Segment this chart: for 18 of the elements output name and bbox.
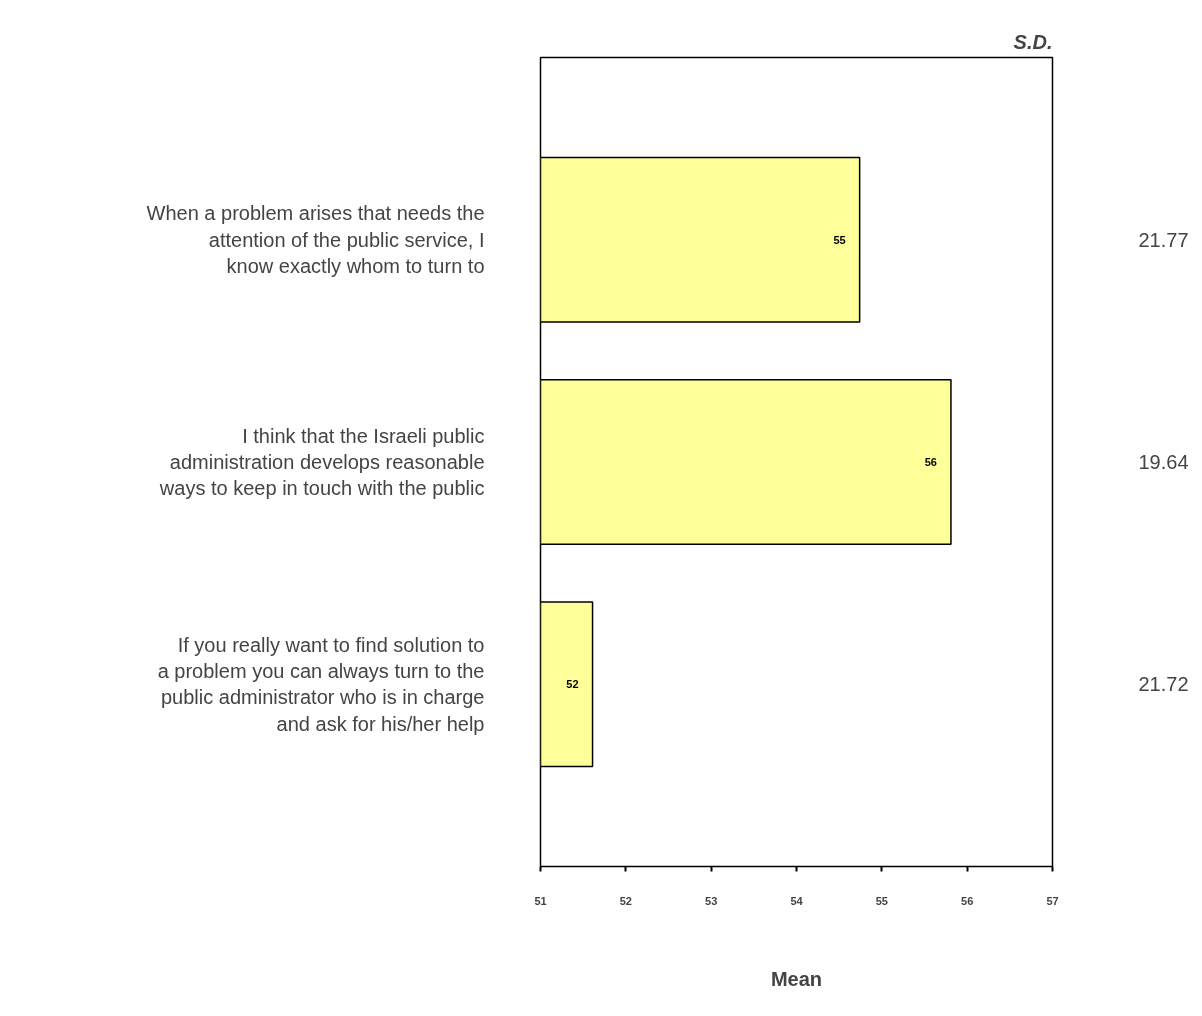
y-tick-label: If you really want to find solution to a problem you can always turn to the public administrator who is in charge and ask for his/her help xyxy=(157,633,485,735)
data-label: 55 xyxy=(833,233,846,246)
x-tick-label: 56 xyxy=(961,894,974,907)
x-tick-label: 51 xyxy=(534,894,547,907)
x-tick-label: 53 xyxy=(705,894,718,907)
data-label: 52 xyxy=(566,678,579,691)
text: S.D. xyxy=(1013,30,1053,53)
x-tick-label: 57 xyxy=(1046,894,1059,907)
text: 21.77 xyxy=(1138,228,1189,251)
y-tick-label: I think that the Israeli public administration develops reasonable ways to keep in touch with the public xyxy=(158,424,485,500)
x-axis-title: Mean xyxy=(770,967,823,990)
y-tick-label: When a problem arises that needs the attention of the public service, I know exactly whom to turn to xyxy=(146,202,485,278)
text: 19.64 xyxy=(1138,451,1189,473)
x-tick-label: 55 xyxy=(875,894,888,907)
x-tick-label: 52 xyxy=(619,894,632,907)
text: 21.72 xyxy=(1138,673,1189,696)
data-label: 56 xyxy=(924,456,937,468)
x-tick-label: 54 xyxy=(790,894,804,907)
